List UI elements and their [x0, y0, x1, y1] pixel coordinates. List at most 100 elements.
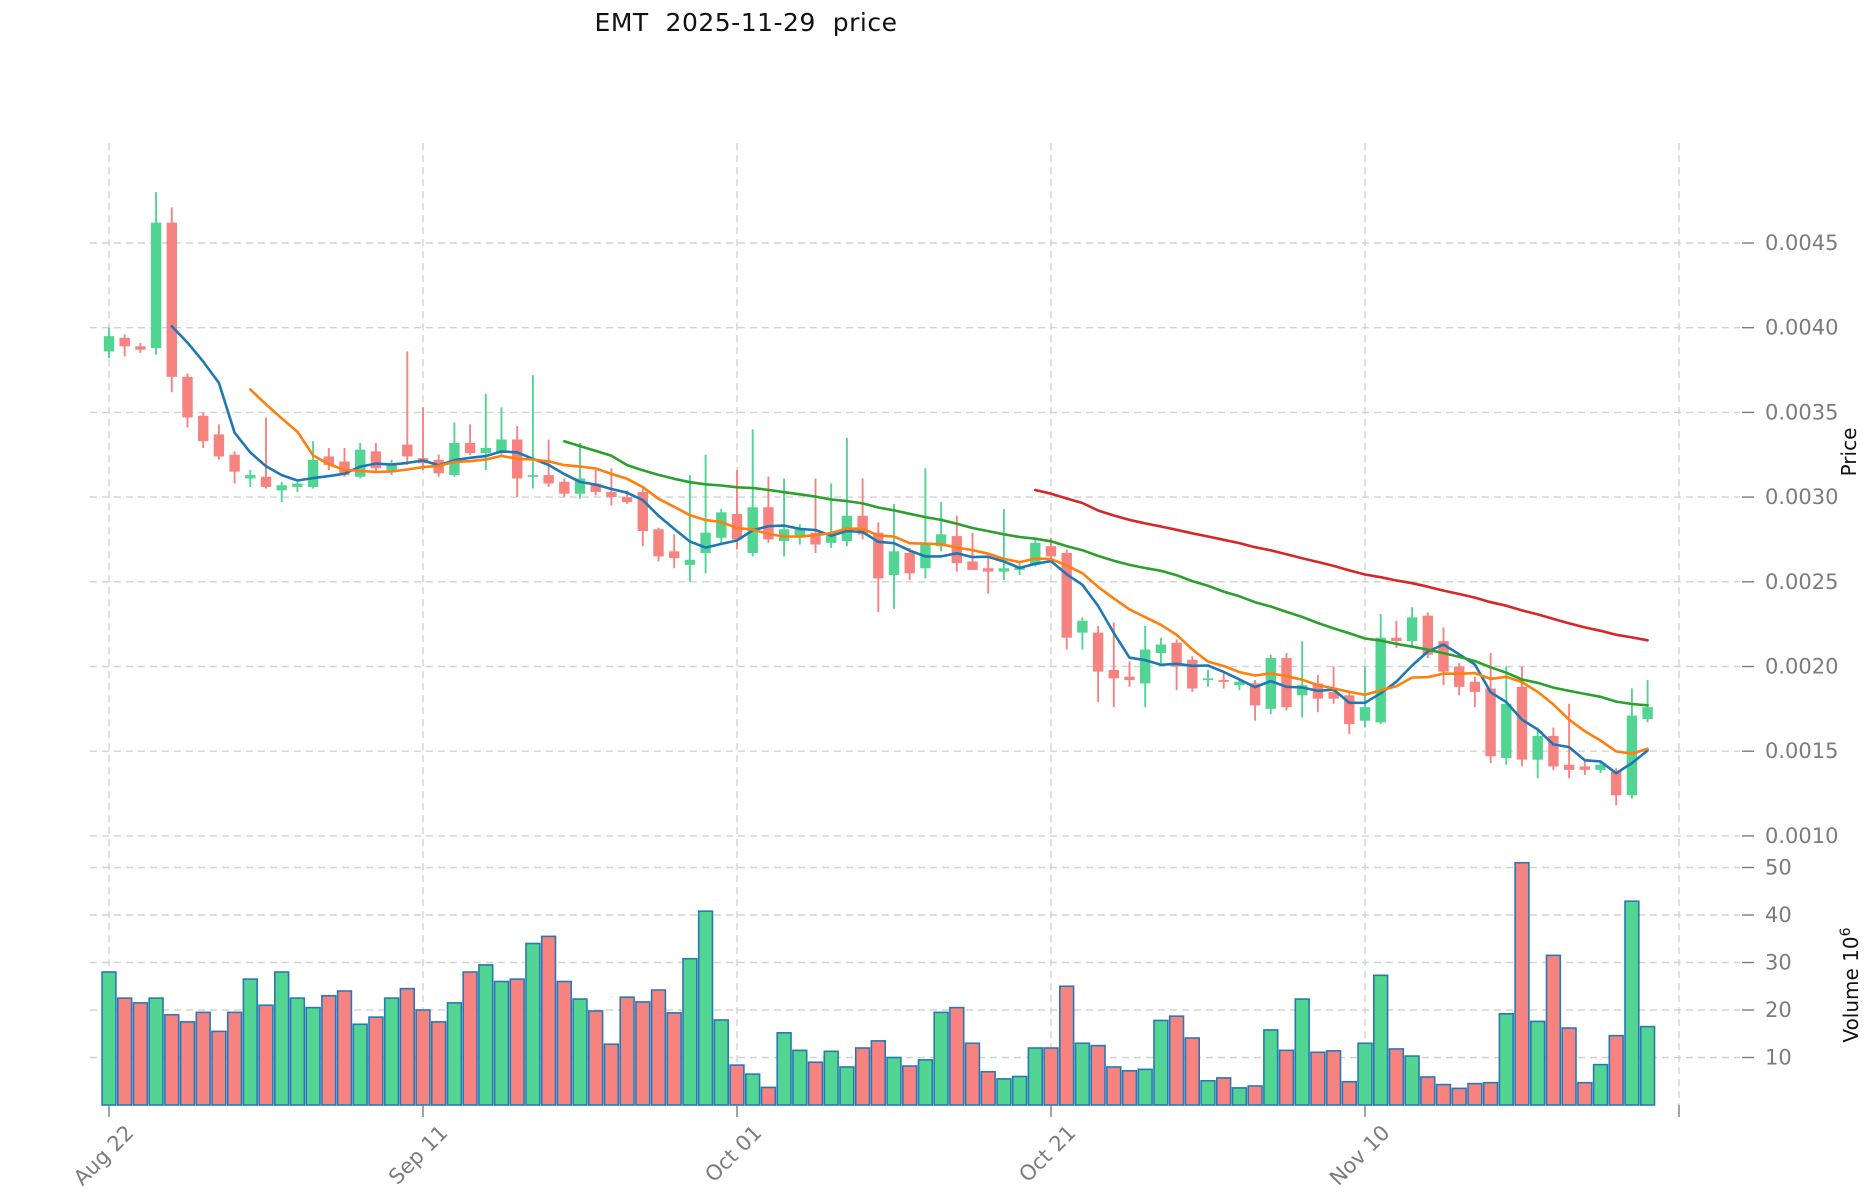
candle-body [1108, 669, 1119, 679]
volume-bar [1153, 1019, 1169, 1106]
volume-bar [1325, 1050, 1342, 1106]
price-tick-label: 0.0045 [1765, 231, 1838, 255]
price-tick-label: 0.0015 [1765, 739, 1838, 763]
volume-bar [1404, 1055, 1420, 1106]
volume-bar [1530, 1020, 1546, 1106]
volume-bar [980, 1070, 996, 1106]
candle-body [339, 461, 350, 476]
candle-body [213, 434, 225, 457]
volume-bar [792, 1049, 808, 1106]
candle-body [1642, 707, 1653, 720]
candle-body [276, 485, 287, 491]
candle-body [323, 456, 334, 465]
candle-body [590, 483, 601, 493]
volume-bar [697, 910, 714, 1106]
volume-bar [1545, 954, 1562, 1106]
candle-body [935, 534, 947, 547]
candle-body [402, 444, 413, 457]
candle-body [1155, 644, 1167, 653]
volume-bar [305, 1006, 321, 1106]
volume-bar [901, 1065, 918, 1106]
candle-body [1187, 659, 1198, 689]
volume-bar [1341, 1080, 1358, 1106]
volume-bar [729, 1064, 745, 1106]
candle-body [1438, 641, 1449, 672]
volume-tick-label: 30 [1765, 951, 1792, 975]
price-tick-label: 0.0020 [1765, 655, 1838, 679]
volume-bar [839, 1066, 855, 1106]
volume-bar [1263, 1029, 1279, 1106]
candle-body [1265, 658, 1276, 709]
volume-bar [368, 1016, 384, 1106]
candle-body [669, 551, 680, 559]
volume-bar [917, 1059, 934, 1106]
price-tick-label: 0.0035 [1765, 400, 1838, 424]
candle-body [1375, 637, 1386, 723]
candle-body [1281, 658, 1292, 708]
candle-body [464, 442, 476, 454]
volume-bar [1420, 1076, 1436, 1106]
volume-bar [854, 1047, 871, 1106]
candle-body [857, 515, 868, 535]
candle-body [1406, 617, 1418, 642]
volume-bar [478, 964, 494, 1106]
volume-tick-label: 20 [1765, 998, 1792, 1022]
x-tick-label: Aug 22 [69, 1121, 139, 1191]
volume-bar [1137, 1068, 1153, 1106]
candle-body [684, 559, 696, 565]
volume-bar [949, 1006, 965, 1106]
volume-bar [1639, 1025, 1656, 1106]
candle-body [370, 451, 382, 469]
volume-bar [1011, 1075, 1028, 1106]
candle-body [606, 492, 617, 498]
x-tick-label: Sep 11 [384, 1121, 453, 1190]
volume-bar [1514, 861, 1530, 1106]
candle-body [1328, 691, 1339, 699]
volume-bar [556, 980, 573, 1106]
volume-bar [1043, 1047, 1059, 1106]
candle-body [1626, 715, 1638, 796]
volume-bar [964, 1042, 981, 1106]
volume-bar [760, 1086, 777, 1106]
candle-body [1391, 637, 1402, 642]
volume-tick-label: 50 [1765, 856, 1792, 880]
volume-bar [1106, 1066, 1122, 1106]
candle-body [873, 532, 884, 579]
price-tick-label: 0.0040 [1765, 316, 1838, 340]
candle-body [1579, 766, 1590, 770]
candle-body [1454, 666, 1465, 687]
volume-bar [258, 1004, 274, 1106]
volume-bar [1373, 974, 1389, 1106]
volume-tick-label: 10 [1765, 1046, 1792, 1070]
volume-bar [682, 957, 698, 1106]
volume-bar [148, 997, 164, 1106]
candle-body [778, 529, 790, 542]
volume-bar [587, 1010, 604, 1106]
candle-body [1140, 649, 1151, 684]
candle-body [1548, 735, 1559, 767]
volume-tick-label: 40 [1765, 903, 1792, 927]
price-tick-label: 0.0030 [1765, 485, 1838, 509]
volume-bar [242, 978, 258, 1106]
x-tick-label: Oct 01 [700, 1121, 766, 1187]
candle-body [1563, 764, 1575, 770]
candle-body [182, 376, 193, 418]
price-tick-label: 0.0025 [1765, 570, 1838, 594]
candle-body [1297, 685, 1308, 696]
volume-bar [650, 989, 667, 1106]
candle-body [1359, 707, 1371, 721]
volume-bar [525, 942, 541, 1106]
volume-bar [1027, 1047, 1044, 1106]
volume-bar [1247, 1085, 1263, 1106]
volume-bar [540, 935, 557, 1106]
candle-body [1611, 771, 1622, 796]
volume-bar [352, 1023, 368, 1106]
volume-bar [776, 1032, 792, 1106]
volume-bar [493, 980, 510, 1106]
volume-bar [273, 971, 290, 1106]
candle-body [307, 459, 319, 487]
candle-body [983, 568, 994, 572]
candle-body [1532, 735, 1543, 760]
volume-bar [823, 1050, 839, 1106]
volume-bar [619, 996, 635, 1106]
